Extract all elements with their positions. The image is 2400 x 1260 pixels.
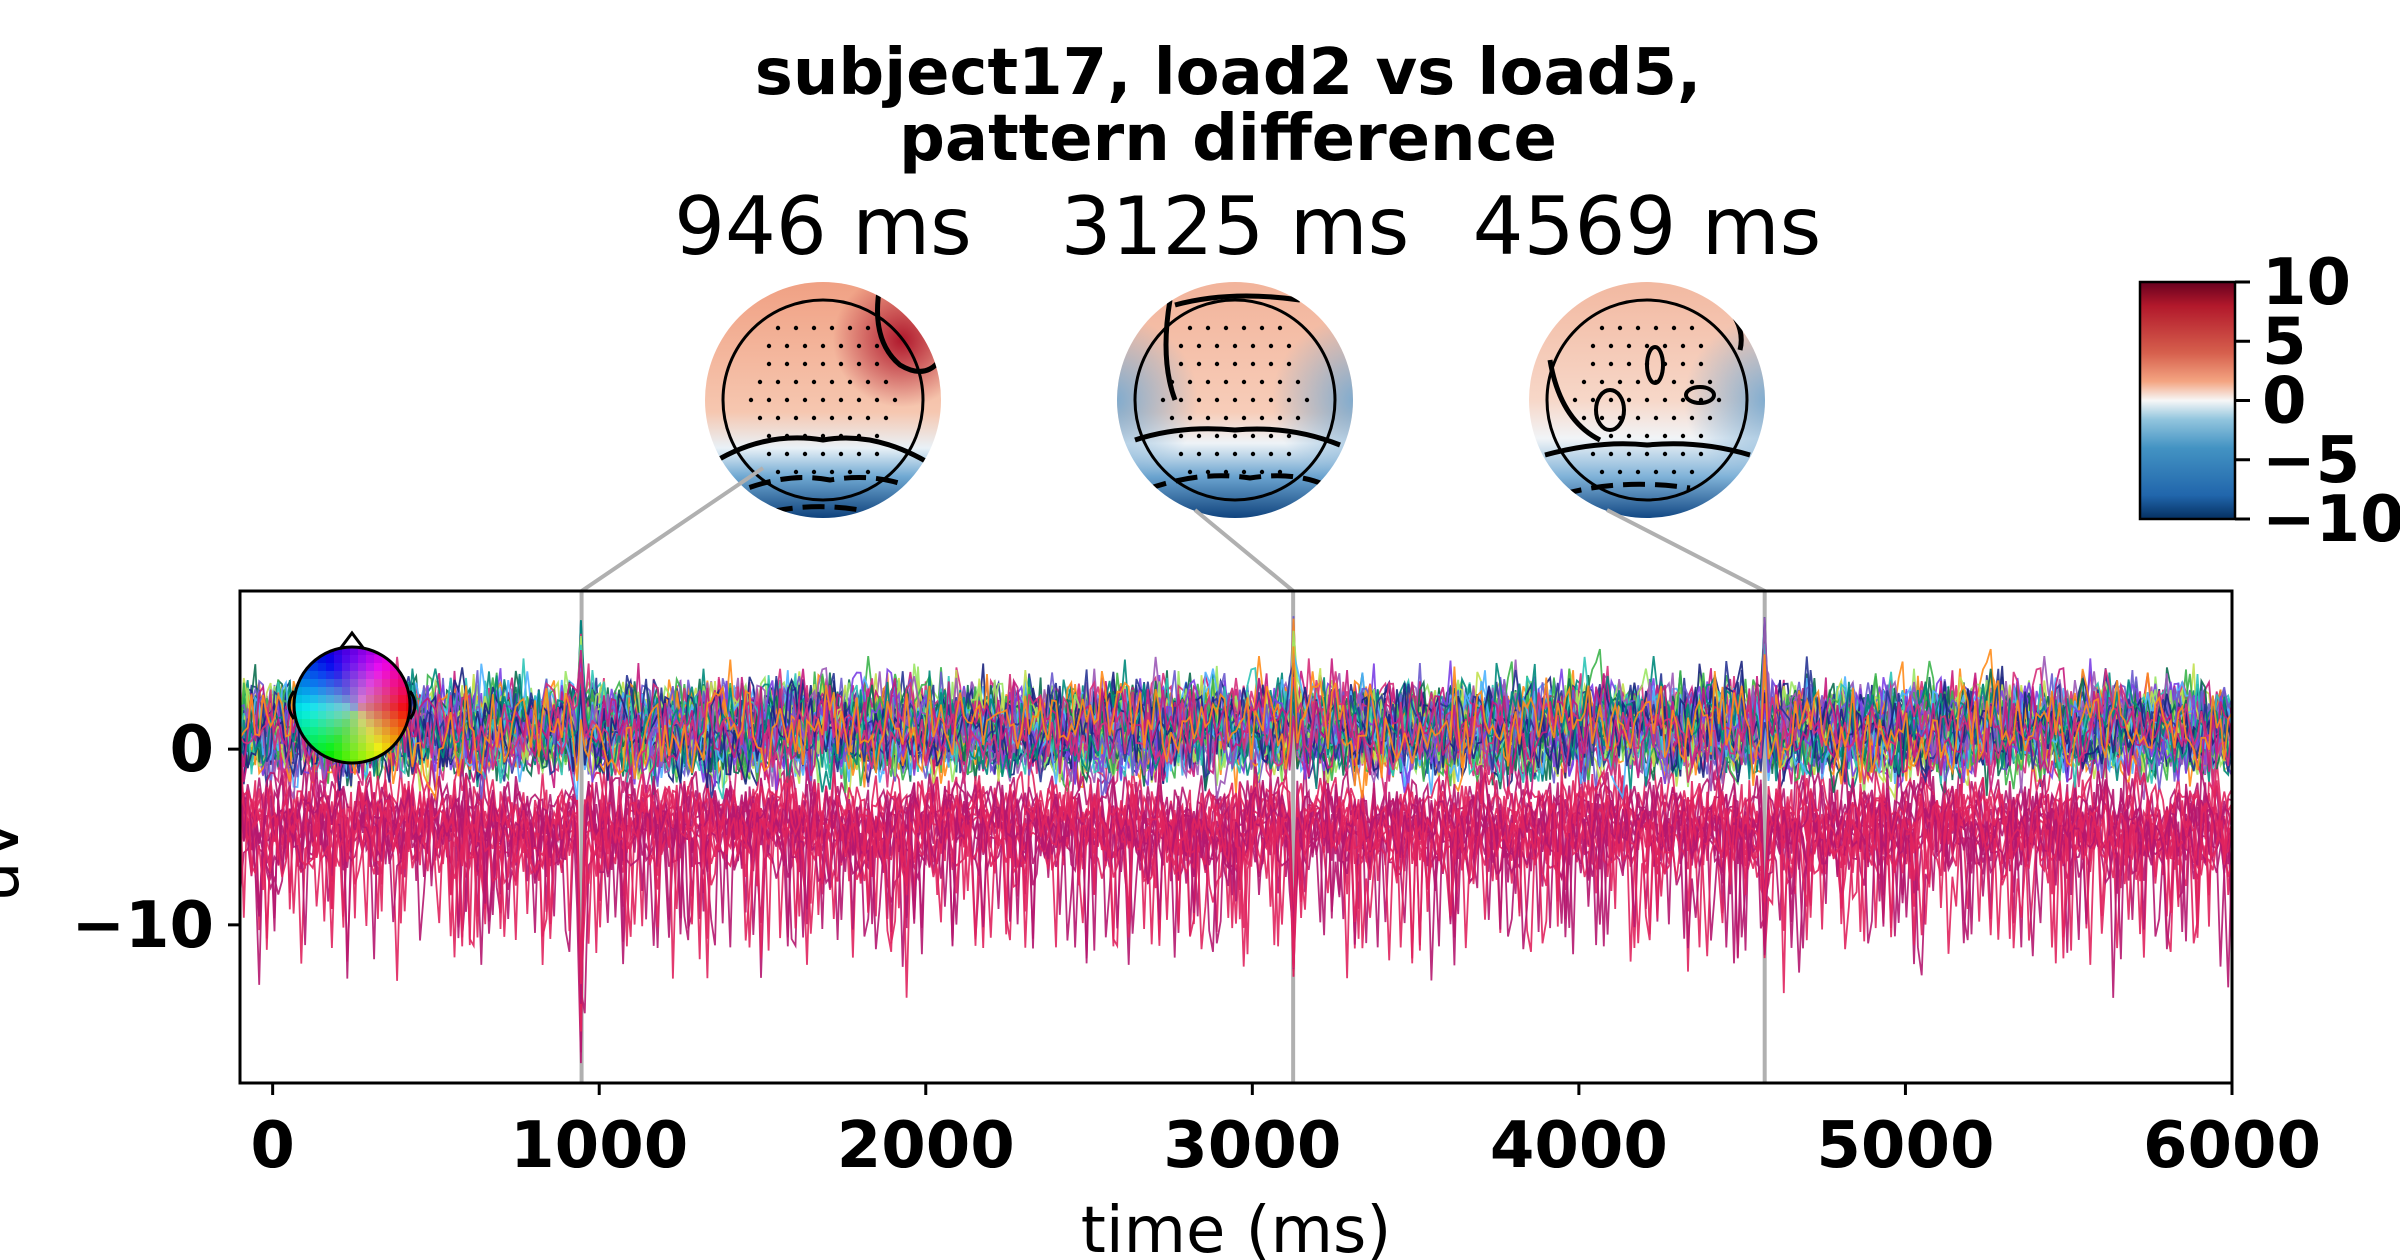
head-outline xyxy=(1133,298,1337,502)
y-axis-label: uV xyxy=(0,818,34,903)
sensor-dots xyxy=(748,325,898,475)
sensor-dots xyxy=(1572,325,1722,475)
colorbar-tick-label: 10 xyxy=(2262,246,2351,320)
topomap-time-label: 946 ms xyxy=(674,180,972,273)
colorbar-tick-label: −5 xyxy=(2262,424,2360,498)
x-tick-label: 2000 xyxy=(837,1109,1015,1183)
channel-trace xyxy=(240,764,2232,985)
head-outline xyxy=(721,298,925,502)
butterfly-plot: 0 1000 2000 3000 4000 5000 6000 0 −10 time (ms)… xyxy=(0,589,2321,1260)
y-tick-label: 0 xyxy=(169,713,214,787)
colorbar-tick-label: −10 xyxy=(2262,483,2400,557)
channel-trace xyxy=(240,654,2232,800)
x-tick-label: 5000 xyxy=(1816,1109,1994,1183)
x-tick-label: 4000 xyxy=(1490,1109,1668,1183)
chart-title: subject17, load2 vs load5, pattern differ… xyxy=(755,36,1702,176)
channel-trace xyxy=(240,758,2232,983)
channel-trace xyxy=(240,650,2232,800)
topomap-time-label: 4569 ms xyxy=(1473,180,1822,273)
axes-frame xyxy=(238,589,2234,1085)
topomap-time-label: 3125 ms xyxy=(1061,180,1410,273)
colorbar-tick-label: 5 xyxy=(2262,305,2307,379)
channel-trace xyxy=(240,646,2232,802)
x-tick-label: 1000 xyxy=(510,1109,688,1183)
y-tick-label: −10 xyxy=(71,889,214,963)
x-tick-label: 0 xyxy=(250,1109,295,1183)
x-tick-label: 3000 xyxy=(1163,1109,1341,1183)
colorbar-tick-label: 0 xyxy=(2262,365,2307,439)
topomap-4569ms xyxy=(1529,282,1765,518)
x-axis-label: time (ms) xyxy=(1081,1194,1392,1260)
channel-trace xyxy=(240,756,2232,1004)
head-outline xyxy=(1545,298,1749,502)
sensor-dots xyxy=(1160,325,1310,475)
x-tick-label: 6000 xyxy=(2143,1109,2321,1183)
topomap-3125ms xyxy=(1117,282,1353,518)
